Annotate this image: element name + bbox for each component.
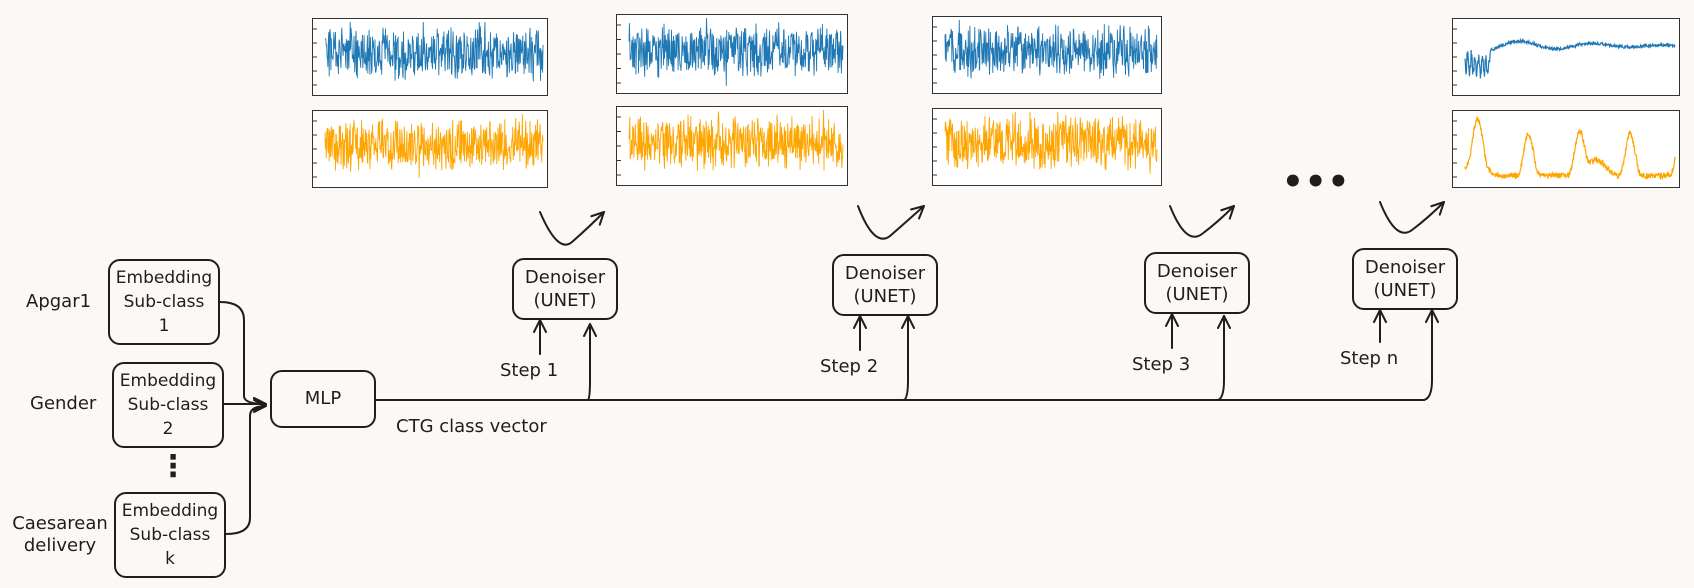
signal-trace: [324, 113, 544, 178]
embedding-box-1: Embedding Sub-class 1: [108, 259, 220, 345]
uc-plot-step-n: [1452, 110, 1680, 188]
signal-trace: [324, 21, 544, 82]
denoiser-subtitle: (UNET): [853, 286, 917, 307]
fhr-plot-step-2: [616, 14, 848, 94]
uc-plot-step-3: [932, 108, 1162, 186]
embedding-index: k: [165, 549, 175, 569]
embedding-subclass: Sub-class: [129, 525, 211, 545]
signal-trace: [944, 19, 1158, 79]
embedding-subclass: Sub-class: [123, 292, 205, 312]
fhr-signal-line: [933, 19, 1158, 84]
denoise-arrow-2: [857, 205, 925, 240]
denoiser-box-n: Denoiser (UNET): [1352, 248, 1458, 310]
denoiser-title: Denoiser: [524, 267, 606, 288]
uc-plot-step-1: [312, 110, 548, 188]
uc-signal-line: [933, 111, 1158, 176]
uc-signal-line: [1453, 116, 1676, 181]
input-label-gender: Gender: [30, 393, 97, 414]
signal-trace: [628, 17, 844, 87]
signal-trace: [1464, 116, 1676, 181]
embedding-title: Embedding: [115, 268, 213, 288]
input-label-line: Caesarean: [12, 513, 108, 534]
step-label-2: Step 2: [820, 356, 879, 377]
embedding-index: 2: [162, 419, 174, 439]
embedding-title: Embedding: [121, 501, 219, 521]
denoiser-subtitle: (UNET): [533, 290, 597, 311]
fhr-plot-step-3: [932, 16, 1162, 94]
uc-plot-step-2: [616, 106, 848, 186]
embedding-index: 1: [158, 316, 170, 336]
denoiser-title: Denoiser: [1156, 261, 1238, 282]
denoiser-box-3: Denoiser (UNET): [1144, 252, 1250, 314]
uc-signal-line: [313, 113, 544, 178]
embedding-box-2: Embedding Sub-class 2: [112, 362, 224, 448]
denoise-arrow-n: [1379, 201, 1445, 234]
denoise-arrow-1: [539, 211, 605, 246]
edge-class-vector-to-denoiser-n: [1423, 309, 1439, 401]
vertical-ellipsis: ⋮: [158, 449, 188, 484]
input-label-caesarean-delivery: Caesarean delivery: [10, 513, 110, 557]
fhr-signal-line: [1453, 28, 1676, 86]
signal-trace: [1464, 37, 1676, 79]
fhr-signal-line: [313, 21, 544, 86]
edge-embedding-1-to-mlp: [219, 301, 267, 411]
edge-class-vector-to-denoiser-1: [583, 323, 597, 401]
denoiser-box-1: Denoiser (UNET): [512, 258, 618, 320]
denoiser-subtitle: (UNET): [1373, 280, 1437, 301]
uc-signal-line: [617, 109, 844, 176]
denoiser-title: Denoiser: [1364, 257, 1446, 278]
denoiser-title: Denoiser: [844, 263, 926, 284]
denoiser-subtitle: (UNET): [1165, 284, 1229, 305]
fhr-signal-line: [617, 17, 844, 87]
input-label-line: delivery: [23, 535, 97, 556]
embedding-subclass: Sub-class: [127, 395, 209, 415]
step-label-3: Step 3: [1132, 354, 1191, 375]
edge-class-vector-to-denoiser-3: [1217, 315, 1231, 401]
signal-trace: [628, 109, 844, 171]
step-label-n: Step n: [1340, 348, 1399, 369]
step-label-1: Step 1: [500, 360, 559, 381]
denoise-arrow-3: [1169, 205, 1235, 238]
class-vector-label: CTG class vector: [396, 416, 547, 437]
mlp-box: MLP: [270, 370, 376, 428]
mlp-label: MLP: [304, 388, 342, 409]
input-label-apgar1: Apgar1: [26, 291, 92, 312]
denoiser-box-2: Denoiser (UNET): [832, 254, 938, 316]
embedding-box-k: Embedding Sub-class k: [114, 492, 226, 578]
edge-embedding-k-to-mlp: [225, 399, 267, 535]
steps-ellipsis: •••: [1282, 162, 1351, 202]
fhr-plot-step-n: [1452, 18, 1680, 96]
fhr-plot-step-1: [312, 18, 548, 96]
edge-class-vector-to-denoiser-2: [901, 315, 915, 401]
embedding-title: Embedding: [119, 371, 217, 391]
signal-trace: [944, 111, 1158, 174]
